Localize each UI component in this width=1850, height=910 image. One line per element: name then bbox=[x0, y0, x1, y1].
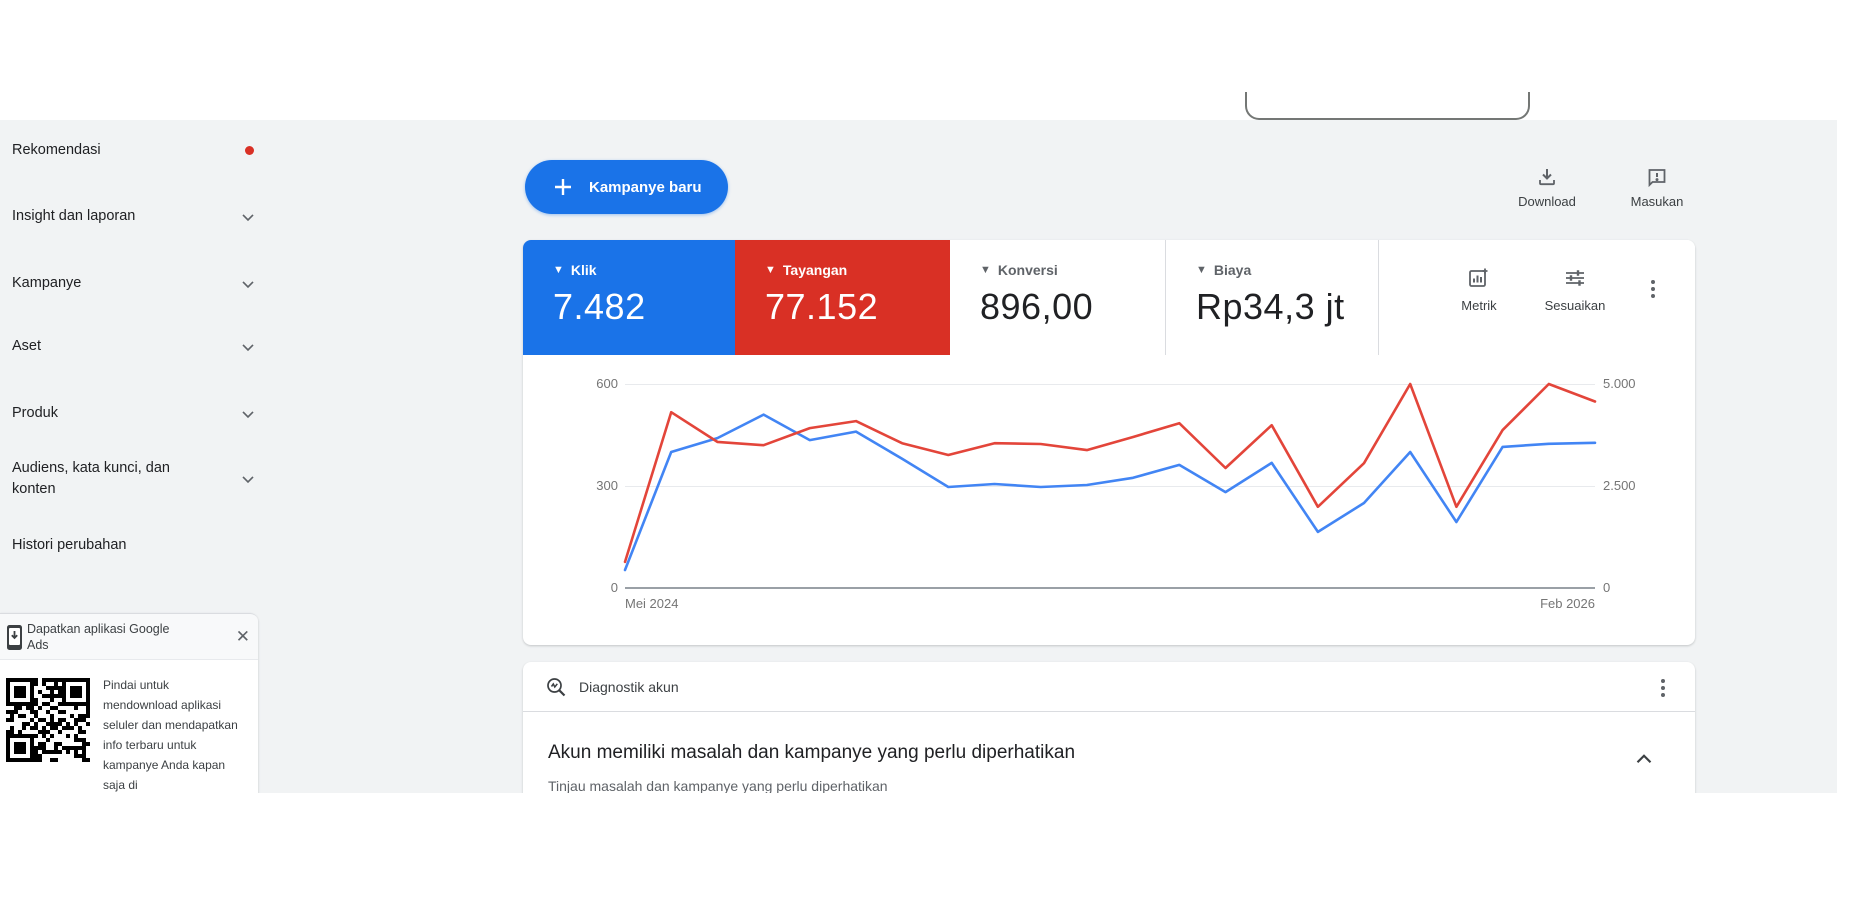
sidebar-item-label: Produk bbox=[12, 405, 58, 421]
y-axis-left-tick: 0 bbox=[610, 580, 618, 595]
sidebar-item-label: Audiens, kata kunci, dan konten bbox=[12, 460, 170, 497]
y-axis-right-tick: 2.500 bbox=[1603, 478, 1636, 493]
x-axis-line bbox=[625, 587, 1595, 589]
new-campaign-label: Kampanye baru bbox=[589, 178, 702, 196]
y-axis-left-tick: 600 bbox=[596, 376, 618, 391]
chevron-down-icon bbox=[242, 280, 254, 288]
sidebar-item-kampanye[interactable]: Kampanye bbox=[12, 273, 258, 294]
sidebar-item-aset[interactable]: Aset bbox=[12, 336, 258, 357]
diagnostics-header: Diagnostik akun bbox=[523, 662, 1695, 712]
get-app-promo-card: Dapatkan aplikasi Google Ads ✕ Pindai un… bbox=[0, 613, 258, 793]
y-axis-right-tick: 5.000 bbox=[1603, 376, 1636, 391]
search-box-partial[interactable] bbox=[1245, 92, 1530, 120]
chevron-down-icon bbox=[242, 476, 254, 484]
download-icon bbox=[1539, 169, 1555, 186]
new-campaign-button[interactable]: Kampanye baru bbox=[525, 160, 728, 214]
scorecard-value: 7.482 bbox=[553, 286, 646, 327]
promo-title: Dapatkan aplikasi Google Ads bbox=[27, 622, 170, 652]
plus-icon bbox=[555, 179, 571, 195]
scorecard-biaya[interactable]: ▼ Biaya Rp34,3 jt bbox=[1165, 240, 1378, 355]
overview-metrics-card: ▼ Klik 7.482 ▼ Tayangan 77.152 ▼ Konversi 8… bbox=[523, 240, 1695, 645]
chevron-down-icon bbox=[242, 410, 254, 418]
gridline bbox=[625, 384, 1595, 385]
metrics-label: Metrik bbox=[1461, 298, 1497, 313]
x-axis-end-label: Feb 2026 bbox=[1540, 596, 1595, 611]
notification-dot bbox=[245, 146, 254, 155]
promo-body-text: Pindai untuk mendownload aplikasi selule… bbox=[103, 678, 238, 792]
scorecard-label: Biaya bbox=[1213, 262, 1252, 278]
sidebar-item-insight-dan-laporan[interactable]: Insight dan laporan bbox=[12, 206, 258, 227]
sidebar-item-label: Rekomendasi bbox=[12, 142, 101, 158]
scorecard-value: 77.152 bbox=[765, 286, 879, 327]
close-icon[interactable]: ✕ bbox=[235, 627, 250, 646]
content-area: Rekomendasi Insight dan laporan Kampanye… bbox=[0, 120, 1837, 793]
sidebar-item-label: Aset bbox=[12, 338, 42, 354]
scorecard-label: Konversi bbox=[997, 262, 1058, 278]
feedback-button[interactable]: Masukan bbox=[1617, 165, 1697, 209]
metrics-icon bbox=[1469, 268, 1488, 287]
download-label: Download bbox=[1518, 194, 1576, 209]
diagnostics-title: Diagnostik akun bbox=[579, 679, 679, 695]
x-axis-start-label: Mei 2024 bbox=[625, 596, 679, 611]
scorecard-label: Klik bbox=[570, 262, 597, 278]
y-axis-right-tick: 0 bbox=[1603, 580, 1611, 595]
gridline bbox=[625, 486, 1595, 487]
scorecard-konversi[interactable]: ▼ Konversi 896,00 bbox=[950, 240, 1165, 355]
scorecard-tayangan[interactable]: ▼ Tayangan 77.152 bbox=[735, 240, 950, 355]
chevron-down-icon bbox=[242, 213, 254, 221]
sidebar-item-produk[interactable]: Produk bbox=[12, 403, 258, 424]
promo-header: Dapatkan aplikasi Google Ads ✕ bbox=[0, 613, 258, 660]
customize-button[interactable]: Sesuaikan bbox=[1535, 265, 1615, 313]
sliders-icon bbox=[1566, 270, 1584, 286]
sidebar-item-histori-perubahan[interactable]: Histori perubahan bbox=[12, 535, 258, 556]
scorecard-klik[interactable]: ▼ Klik 7.482 bbox=[523, 240, 735, 355]
account-diagnostics-card: Diagnostik akun Akun memiliki masalah da… bbox=[523, 662, 1695, 793]
scorecard-label: Tayangan bbox=[782, 262, 848, 278]
chevron-down-icon bbox=[242, 343, 254, 351]
kebab-menu-icon[interactable] bbox=[1657, 675, 1669, 701]
dropdown-triangle-icon: ▼ bbox=[980, 264, 991, 276]
download-button[interactable]: Download bbox=[1507, 165, 1587, 209]
diagnostics-heading: Akun memiliki masalah dan kampanye yang … bbox=[548, 742, 1076, 763]
y-axis-left-tick: 300 bbox=[596, 478, 618, 493]
card-actions-section: Metrik Sesuaikan bbox=[1378, 240, 1695, 355]
feedback-icon bbox=[1648, 169, 1666, 188]
scorecard-value: Rp34,3 jt bbox=[1196, 286, 1345, 327]
diagnostics-search-icon bbox=[547, 678, 566, 697]
diagnostics-subtext: Tinjau masalah dan kampanye yang perlu d… bbox=[548, 778, 888, 793]
feedback-label: Masukan bbox=[1630, 194, 1684, 209]
sidebar-item-label: Insight dan laporan bbox=[12, 208, 136, 224]
dropdown-triangle-icon: ▼ bbox=[1196, 264, 1207, 276]
scorecard-value: 896,00 bbox=[980, 286, 1094, 327]
trend-chart-svg bbox=[623, 382, 1597, 572]
qr-code bbox=[6, 678, 90, 762]
dropdown-triangle-icon: ▼ bbox=[553, 264, 564, 276]
sidebar-item-label: Histori perubahan bbox=[12, 537, 127, 553]
kebab-menu-icon[interactable] bbox=[1647, 276, 1659, 302]
sidebar-item-label: Kampanye bbox=[12, 275, 82, 291]
phone-download-icon bbox=[7, 625, 22, 650]
chevron-up-icon[interactable] bbox=[1631, 746, 1657, 772]
metrics-button[interactable]: Metrik bbox=[1439, 265, 1519, 313]
sidebar-item-audiens-kata-kunci-dan-konten[interactable]: Audiens, kata kunci, dan konten bbox=[12, 458, 258, 500]
dropdown-triangle-icon: ▼ bbox=[765, 264, 776, 276]
customize-label: Sesuaikan bbox=[1544, 298, 1606, 313]
sidebar-item-rekomendasi[interactable]: Rekomendasi bbox=[12, 140, 258, 161]
